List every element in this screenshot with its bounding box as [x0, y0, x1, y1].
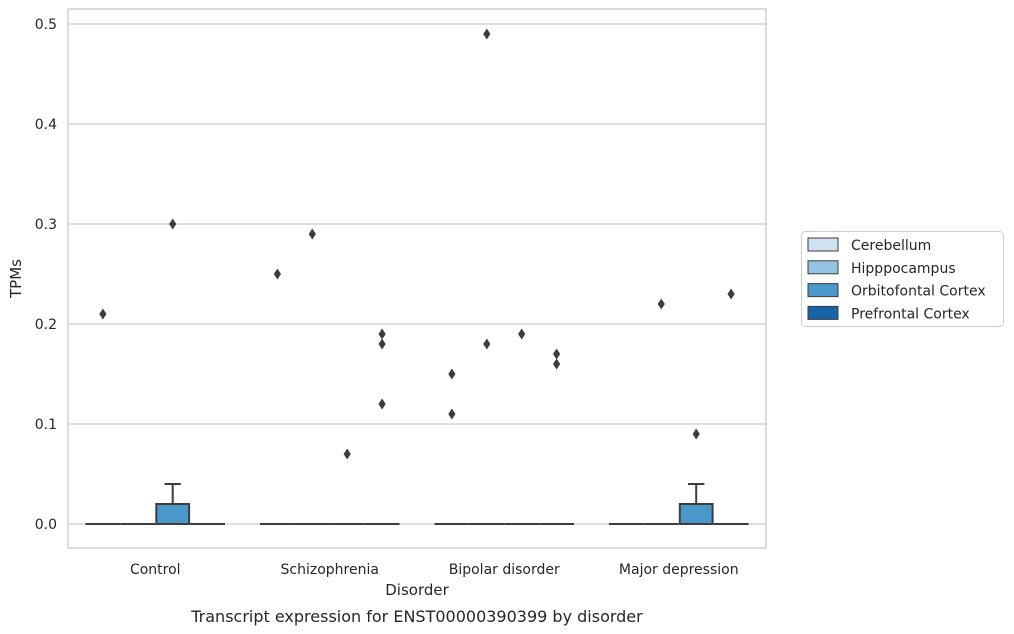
y-tick-label: 0.2 — [35, 317, 57, 333]
x-tick-label: Control — [130, 562, 181, 578]
outlier-point — [692, 428, 700, 440]
outlier-point — [657, 298, 665, 310]
box-2-0 — [434, 368, 470, 526]
y-tick-label: 0.1 — [35, 417, 57, 433]
x-tick-label: Major depression — [619, 562, 739, 578]
x-tick-label: Bipolar disorder — [449, 562, 560, 578]
box-1-0 — [259, 268, 295, 526]
box-3-2 — [678, 428, 714, 525]
box-0-2 — [155, 218, 191, 525]
box-2-1 — [469, 28, 505, 526]
legend-swatch — [807, 260, 839, 275]
legend-label: Orbitofontal Cortex — [851, 284, 986, 300]
legend-frame — [801, 231, 1004, 327]
outlier-point — [273, 268, 281, 280]
legend-label: Prefrontal Cortex — [851, 306, 970, 322]
y-tick-label: 0.3 — [35, 217, 57, 233]
chart-caption: Transcript expression for ENST0000039039… — [190, 607, 643, 626]
outlier-point — [483, 28, 491, 40]
box-3-1 — [643, 298, 679, 526]
y-axis-ticks: 0.0 0.1 0.2 0.3 0.4 0.5 — [35, 17, 57, 533]
box-3-3 — [713, 288, 749, 526]
y-axis-title: TPMs — [7, 259, 25, 299]
box-rect — [678, 503, 714, 525]
plot-frame — [67, 8, 767, 549]
y-tick-label: 0.4 — [35, 117, 57, 133]
outlier-point — [99, 308, 107, 320]
outlier-point — [378, 338, 386, 350]
outlier-point — [483, 338, 491, 350]
outlier-point — [553, 358, 561, 370]
box-plot-marks — [85, 28, 749, 526]
x-axis-title: Disorder — [385, 581, 449, 599]
outlier-point — [169, 218, 177, 230]
outlier-point — [343, 448, 351, 460]
legend-swatch — [807, 283, 839, 298]
outlier-point — [448, 408, 456, 420]
x-tick-label: Schizophrenia — [281, 562, 379, 578]
box-0-0 — [85, 308, 121, 526]
outlier-point — [378, 398, 386, 410]
y-tick-label: 0.0 — [35, 517, 57, 533]
box-1-3 — [364, 328, 400, 526]
outlier-point — [378, 328, 386, 340]
x-axis-ticks: Control Schizophrenia Bipolar disorder Majo… — [130, 562, 739, 578]
box-2-2 — [504, 328, 540, 526]
legend-swatch — [807, 305, 839, 320]
y-tick-label: 0.5 — [35, 17, 57, 33]
box-rect — [155, 503, 191, 525]
legend: Cerebellum Hipppocampus Orbitofontal Corte… — [801, 231, 1004, 327]
box-2-3 — [539, 348, 575, 526]
outlier-point — [727, 288, 735, 300]
box-1-2 — [329, 448, 365, 526]
legend-label: Cerebellum — [851, 238, 931, 254]
outlier-point — [308, 228, 316, 240]
box-1-1 — [294, 228, 330, 526]
legend-swatch — [807, 237, 839, 252]
outlier-point — [518, 328, 526, 340]
legend-label: Hipppocampus — [851, 261, 956, 277]
grid-lines — [68, 23, 766, 525]
outlier-point — [553, 348, 561, 360]
outlier-point — [448, 368, 456, 380]
